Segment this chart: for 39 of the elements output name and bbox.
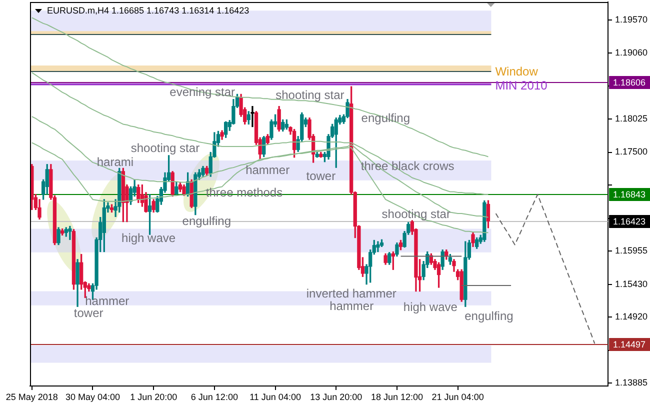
- annotation: harami: [96, 154, 134, 169]
- annotation: engulfing: [464, 308, 514, 323]
- x-tick-label: 25 May 2018: [6, 392, 58, 402]
- annotation: hammer: [330, 299, 374, 314]
- x-tick-label: 18 Jun 12:00: [370, 392, 423, 402]
- annotation: inverted hammer: [306, 286, 396, 301]
- x-tick-label: 11 Jun 04:00: [250, 392, 301, 402]
- x-tick-label: 1 Jun 20:00: [130, 392, 178, 402]
- x-tick-label: 21 Jun 04:00: [432, 392, 484, 402]
- y-tick-label: 1.18025: [615, 113, 648, 124]
- y-tick-label: 1.19570: [615, 14, 648, 25]
- x-tick-label: 13 Jun 20:00: [310, 392, 362, 402]
- y-tick-label: 1.19060: [615, 47, 648, 58]
- y-tick-label: 1.17500: [615, 146, 648, 157]
- ref-line-label: 1.14497: [613, 339, 646, 350]
- annotation: tower: [74, 306, 104, 320]
- x-tick-label: 6 Jun 12:00: [190, 392, 238, 402]
- annotation: engulfing: [182, 214, 231, 228]
- annotation: hammer: [246, 162, 290, 177]
- annotation: tower: [306, 168, 336, 183]
- candlestick: [250, 106, 254, 128]
- ref-line-label: 1.16423: [613, 216, 646, 226]
- annotation: shooting star: [130, 140, 200, 155]
- chart-title: EURUSD.m,H4 1.16685 1.16743 1.16314 1.16423: [47, 5, 250, 16]
- band-label: MIN 2010: [495, 78, 548, 93]
- y-tick-label: 1.14920: [615, 311, 648, 322]
- y-tick-label: 1.13885: [615, 377, 648, 388]
- y-tick-label: 1.15955: [615, 245, 648, 256]
- annotation: high wave: [122, 230, 176, 245]
- annotation: evening star: [170, 84, 236, 99]
- ref-line-label: 1.18606: [613, 77, 646, 88]
- annotation: shooting star: [276, 88, 344, 102]
- band-label: Window: [495, 64, 538, 79]
- y-tick-label: 1.15430: [615, 278, 648, 289]
- x-tick-label: 30 May 04:00: [65, 392, 120, 402]
- annotation: high wave: [403, 300, 458, 314]
- candlestick: [68, 226, 72, 240]
- ref-line-label: 1.16843: [613, 189, 646, 200]
- annotation: hammer: [85, 294, 130, 308]
